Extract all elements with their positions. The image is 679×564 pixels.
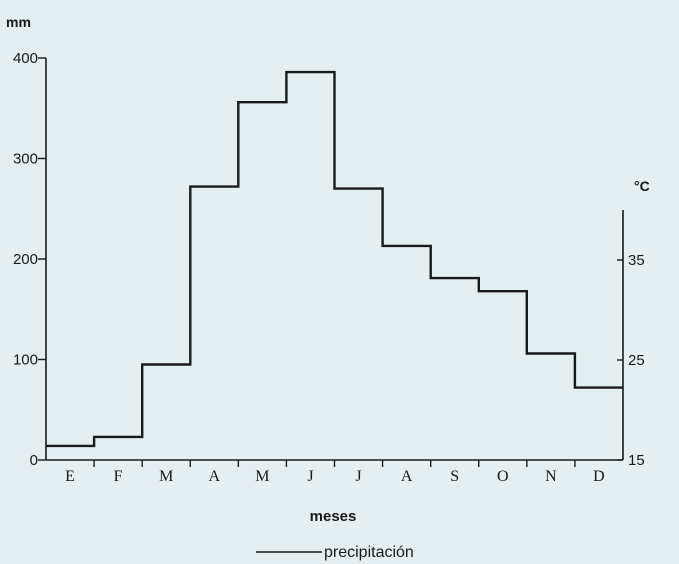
y-tick-label-right: 35 (628, 252, 645, 269)
month-label: J (355, 468, 361, 485)
month-label: E (65, 468, 75, 485)
month-label: N (545, 468, 557, 485)
y-tick-label-left: 100 (13, 352, 38, 369)
month-label: M (255, 468, 269, 485)
legend-entry: precipitación (324, 544, 414, 561)
y-tick-label-left: 400 (13, 50, 38, 67)
x-ticks (93, 460, 576, 467)
month-label: F (114, 468, 123, 485)
month-label: A (401, 468, 413, 485)
legend: precipitación (256, 544, 414, 561)
y-tick-label-left: 300 (13, 151, 38, 168)
month-label: S (450, 468, 459, 485)
y-tick-label-left: 0 (30, 452, 38, 469)
y-axis-label-right: °C (634, 178, 650, 194)
y-tick-label-right: 25 (628, 352, 645, 369)
y-tick-label-left: 200 (13, 251, 38, 268)
month-label: J (307, 468, 313, 485)
month-label: O (497, 468, 509, 485)
month-label: A (209, 468, 221, 485)
y-axis-label-left: mm (6, 14, 31, 30)
x-axis-label: meses (310, 508, 357, 525)
y-ticks-left: 0 100 200 300 400 (13, 50, 46, 469)
y-tick-label-right: 15 (628, 452, 645, 469)
precipitation-step-line (46, 70, 623, 448)
y-ticks-right: 15 25 35 (617, 252, 645, 469)
month-label: D (593, 468, 605, 485)
month-label: M (159, 468, 173, 485)
